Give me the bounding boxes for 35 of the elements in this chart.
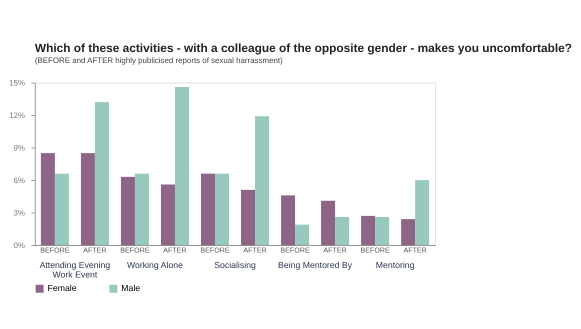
bar [281,195,296,246]
bar [361,216,376,246]
y-tick-label: 9% [14,143,25,152]
chart-subtitle: (BEFORE and AFTER highly publicised reports of sexual harrassment) [34,56,284,65]
bar [241,190,256,246]
bar [160,184,175,246]
text: Working Alone [126,260,184,270]
bar [295,224,310,246]
legend-label: Female [48,283,77,294]
y-tick-label: 6% [14,176,25,185]
legend-label: Male [121,283,140,294]
bar [200,174,215,246]
y-tick-label: 15% [9,78,25,88]
bar [120,176,135,246]
bar [335,216,350,246]
bar [321,200,336,246]
y-tick-label: 3% [14,208,25,218]
bar [375,216,390,246]
bar [174,87,189,246]
text: Mentoring [376,260,415,270]
text: Attending Evening Work Event [40,260,110,280]
chart-title: Which of these activities - with a colleague of the opposite gender - makes you uncomfortable? [34,40,572,55]
bar [415,180,430,246]
bar [215,174,230,246]
bar [54,174,69,246]
text: Socialising [214,260,256,270]
bar [80,153,95,246]
text: Being Mentored By [278,260,353,270]
bar [401,219,416,246]
bar [134,174,149,246]
bar [40,153,55,246]
y-tick-label: 12% [9,110,25,120]
bar [255,116,270,246]
y-tick-label: 0% [14,240,25,250]
bar [94,102,109,246]
